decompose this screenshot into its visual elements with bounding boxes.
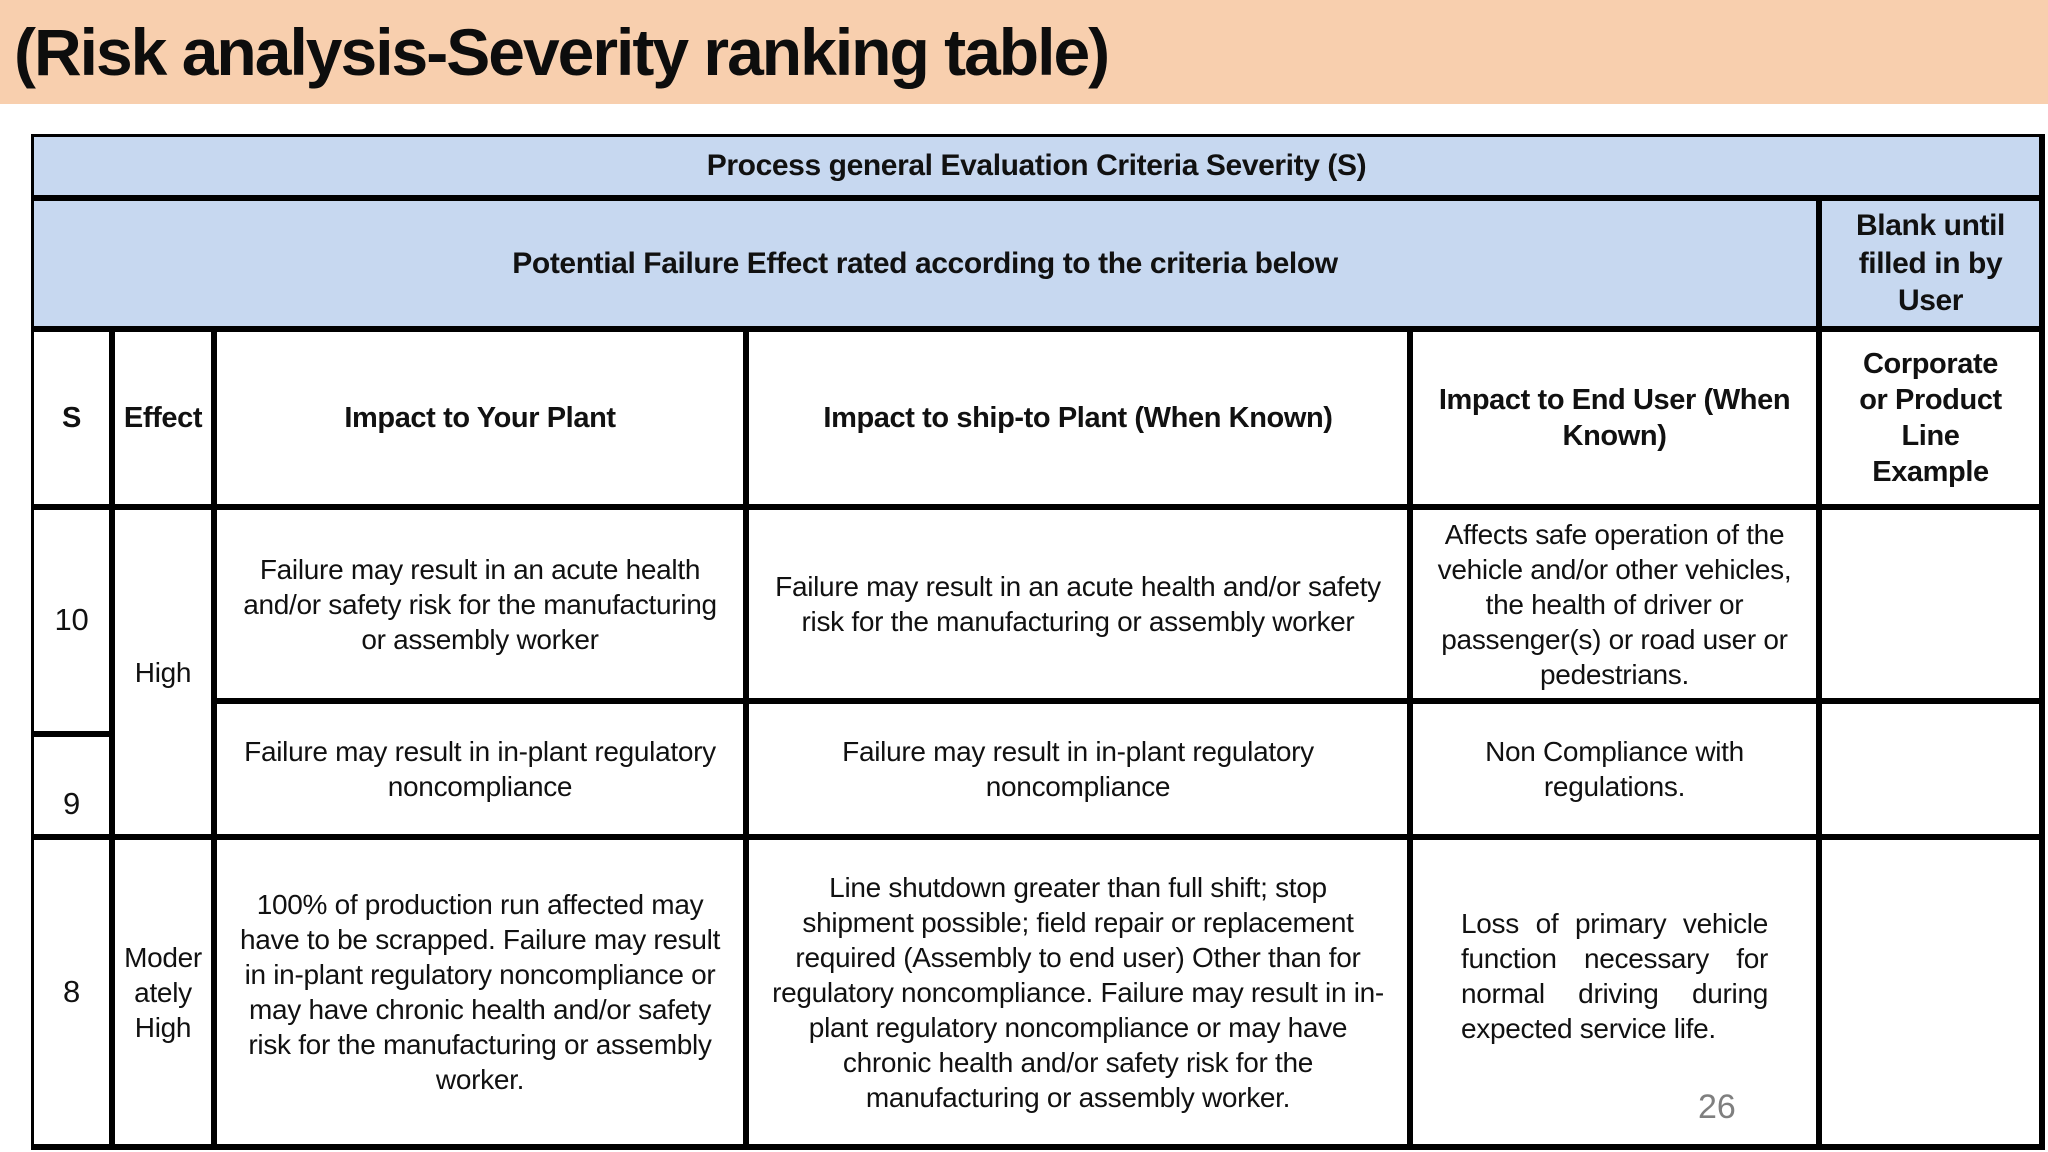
cell-8-your-plant: 100% of production run affected may have…	[217, 840, 743, 1144]
column-header-effect: Effect	[115, 332, 211, 504]
table-header-blank-until-filled: Blank until filled in by User	[1822, 201, 2039, 326]
cell-effect-high: High	[115, 510, 211, 834]
cell-10-example	[1822, 510, 2039, 698]
table-header-potential-failure-effect: Potential Failure Effect rated according…	[34, 201, 1816, 326]
table-header-criteria-severity: Process general Evaluation Criteria Seve…	[34, 137, 2039, 195]
cell-severity-8: 8	[34, 840, 109, 1144]
cell-9-your-plant: Failure may result in in-plant regulator…	[217, 704, 743, 834]
cell-10-end-user: Affects safe operation of the vehicle an…	[1413, 510, 1816, 698]
severity-ranking-table: Process general Evaluation Criteria Seve…	[31, 134, 2045, 1150]
column-header-ship-to-plant: Impact to ship-to Plant (When Known)	[749, 332, 1407, 504]
cell-10-your-plant: Failure may result in an acute health an…	[217, 510, 743, 698]
column-header-end-user: Impact to End User (When Known)	[1413, 332, 1816, 504]
cell-severity-9: 9	[34, 737, 109, 834]
column-header-example: Corporate or Product Line Example	[1822, 332, 2039, 504]
cell-9-end-user: Non Compliance with regulations.	[1413, 704, 1816, 834]
cell-9-example	[1822, 704, 2039, 834]
slide-title: (Risk analysis-Severity ranking table)	[14, 15, 1110, 89]
slide-title-bar: (Risk analysis-Severity ranking table)	[0, 0, 2048, 104]
cell-10-ship-to: Failure may result in an acute health an…	[749, 510, 1407, 698]
cell-severity-10: 10	[34, 510, 109, 731]
column-header-your-plant: Impact to Your Plant	[217, 332, 743, 504]
cell-8-ship-to: Line shutdown greater than full shift; s…	[749, 840, 1407, 1144]
cell-8-example	[1822, 840, 2039, 1144]
cell-9-ship-to: Failure may result in in-plant regulator…	[749, 704, 1407, 834]
slide-page-number: 26	[1698, 1088, 1736, 1126]
column-header-s: S	[34, 332, 109, 504]
cell-8-end-user: Loss of primary vehicle function necessa…	[1413, 840, 1816, 1144]
cell-effect-moderately-high: Moderately High	[115, 840, 211, 1144]
